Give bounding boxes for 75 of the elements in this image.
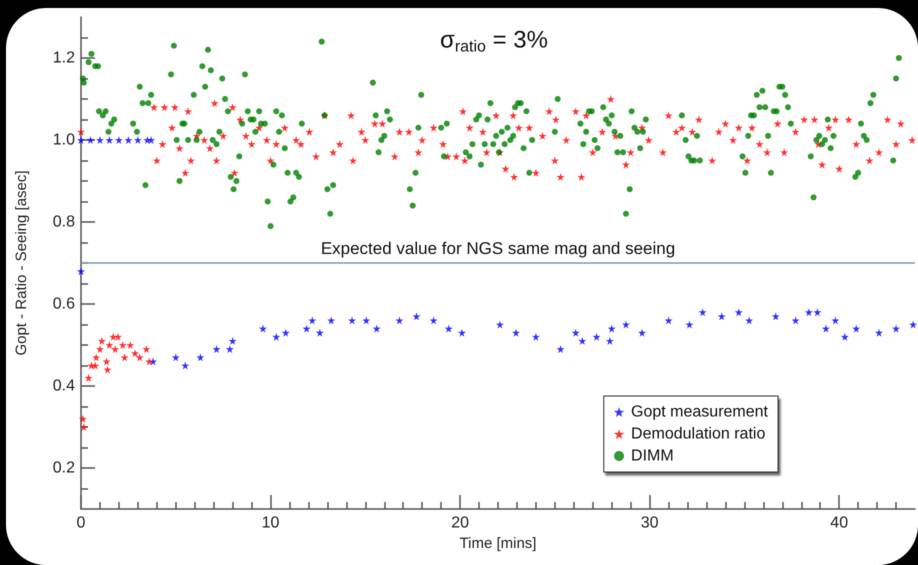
point [745,316,754,324]
point [302,324,311,333]
legend-label: Demodulation ratio [631,426,766,442]
point [831,316,840,324]
point [685,320,694,328]
point [96,136,104,144]
point [86,136,94,144]
point [804,308,813,316]
point [77,136,85,144]
point [181,362,190,370]
point [196,353,204,362]
x-tick-label: 30 [640,514,659,532]
point [134,136,142,144]
point [226,345,234,354]
x-tick-label: 0 [76,514,86,532]
ref-line-label: Expected value for NGS same mag and seeing [320,239,676,258]
point [578,336,586,345]
y-tick-label: 0.4 [52,378,76,394]
point [444,324,453,333]
point [772,312,780,320]
point [348,316,356,324]
point [124,136,132,144]
x-tick-label: 10 [262,514,280,532]
point [718,312,726,320]
x-tick-label: 40 [830,514,848,532]
y-tick-label: 0.6 [52,296,76,312]
x-axis-title: Time [mins] [460,534,536,552]
point [852,324,860,333]
point [622,320,630,328]
legend-label: Gopt measurement [631,404,769,420]
point [572,328,580,337]
point [792,316,800,324]
y-tick-label: 0.8 [52,214,76,230]
point [316,328,324,337]
point [412,312,420,320]
y-tick-label: 1.0 [52,132,76,148]
legend-label: DIMM [631,448,674,464]
point [512,328,520,337]
point [840,332,849,341]
y-axis-title: Gopt - Ratio - Seeing [asec] [13,170,30,356]
point [282,328,290,337]
point [458,328,466,337]
point [77,267,85,276]
point [606,336,614,345]
point [664,316,673,324]
point [909,320,918,328]
y-tick-label: 1.2 [52,50,76,66]
point [212,345,221,354]
point [362,316,370,324]
point [556,345,565,354]
point [372,324,381,333]
x-tick-label: 20 [451,514,470,532]
point [430,316,438,324]
point [608,324,616,333]
point [813,308,822,316]
y-tick-label: 0.2 [52,460,76,476]
point [638,328,646,337]
point [874,328,883,337]
point [114,136,123,144]
point [532,332,540,341]
point [308,316,316,324]
point [822,324,830,333]
point [172,353,180,362]
point [395,316,404,324]
point [327,316,336,324]
point [698,308,707,316]
point [592,332,601,341]
point [147,136,156,144]
point [496,320,504,328]
point [892,324,900,333]
point [734,308,743,316]
point [272,332,280,341]
point [258,324,267,333]
point [228,336,237,345]
point [105,136,114,144]
